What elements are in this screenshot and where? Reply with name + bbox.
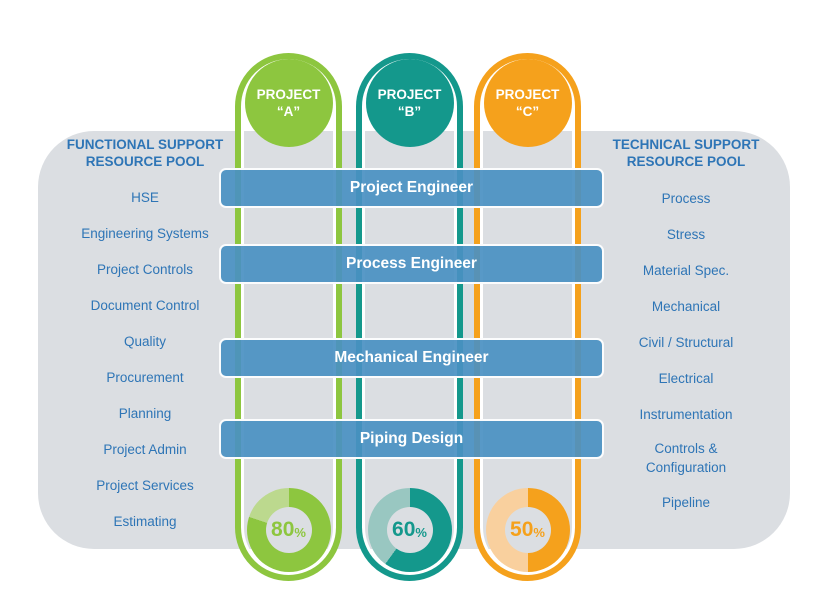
project-a-pill-outline (235, 53, 342, 581)
technical-pool-items: Process Stress Material Spec. Mechanical… (602, 187, 770, 513)
project-c-badge-line2: “C” (515, 103, 540, 119)
functional-support-pool: FUNCTIONAL SUPPORT RESOURCE POOL HSE Eng… (45, 136, 245, 533)
project-column-b: PROJECT “B” 60% (356, 53, 463, 581)
project-a-allocation-donut-chart: 80% (246, 488, 331, 572)
technical-support-pool: TECHNICAL SUPPORT RESOURCE POOL Process … (602, 136, 770, 513)
technical-item-instrumentation: Instrumentation (639, 406, 733, 422)
technical-pool-title-line2: RESOURCE POOL (626, 154, 746, 169)
functional-item-planning: Planning (118, 406, 172, 421)
project-b-percent-value: 60 (392, 518, 416, 541)
project-a-allocation-percent: 80% (247, 488, 331, 572)
project-c-allocation-donut-chart: 50% (485, 488, 570, 572)
project-a-donut-hole (265, 507, 312, 553)
project-b-donut-hole (386, 507, 433, 553)
technical-item-process: Process (661, 190, 711, 206)
functional-pool-title: FUNCTIONAL SUPPORT RESOURCE POOL (45, 136, 245, 170)
project-a-badge: PROJECT “A” (244, 59, 333, 147)
technical-item-civil-structural: Civil / Structural (638, 334, 734, 350)
functional-item-hse: HSE (131, 190, 159, 205)
functional-item-engineering-systems: Engineering Systems (81, 226, 209, 241)
project-c-percent-sign: % (533, 525, 545, 540)
functional-item-project-admin: Project Admin (103, 442, 187, 457)
project-a-percent-value: 80 (271, 518, 295, 541)
project-b-allocation-percent: 60% (368, 488, 452, 572)
project-c-badge: PROJECT “C” (483, 59, 572, 147)
role-bar-piping-design: Piping Design (219, 419, 604, 459)
role-bar-project-engineer: Project Engineer (219, 168, 604, 208)
functional-item-project-controls: Project Controls (96, 262, 194, 277)
project-b-percent-sign: % (415, 525, 427, 540)
role-bar-process-engineer: Process Engineer (219, 244, 604, 284)
project-b-badge-line2: “B” (397, 103, 422, 119)
technical-pool-title-line1: TECHNICAL SUPPORT (612, 137, 760, 152)
project-column-a: PROJECT “A” 80% (235, 53, 342, 581)
functional-item-procurement: Procurement (106, 370, 184, 385)
project-b-badge-line1: PROJECT (377, 86, 442, 102)
project-c-percent-value: 50 (510, 518, 534, 541)
project-a-percent-sign: % (294, 525, 306, 540)
functional-item-quality: Quality (123, 334, 167, 349)
technical-item-electrical: Electrical (658, 370, 714, 386)
role-bar-mechanical-engineer: Mechanical Engineer (219, 338, 604, 378)
project-a-badge-line2: “A” (276, 103, 301, 119)
functional-item-estimating: Estimating (113, 514, 177, 529)
project-c-badge-line1: PROJECT (495, 86, 560, 102)
technical-item-controls-configuration: Controls & Configuration (645, 441, 727, 475)
functional-item-document-control: Document Control (90, 298, 200, 313)
project-b-pill-outline (356, 53, 463, 581)
project-c-pill-outline (474, 53, 581, 581)
project-c-donut-hole (504, 507, 551, 553)
functional-item-project-services: Project Services (96, 478, 194, 493)
technical-pool-title: TECHNICAL SUPPORT RESOURCE POOL (602, 136, 770, 170)
technical-item-mechanical: Mechanical (651, 298, 721, 314)
project-b-badge: PROJECT “B” (365, 59, 454, 147)
technical-item-pipeline: Pipeline (661, 494, 711, 510)
functional-pool-items: HSE Engineering Systems Project Controls… (45, 187, 245, 533)
technical-item-material-spec: Material Spec. (642, 262, 730, 278)
technical-item-stress: Stress (666, 226, 706, 242)
project-b-allocation-donut-chart: 60% (367, 488, 452, 572)
project-c-allocation-percent: 50% (486, 488, 570, 572)
project-a-badge-line1: PROJECT (256, 86, 321, 102)
project-column-c: PROJECT “C” 50% (474, 53, 581, 581)
functional-pool-title-line1: FUNCTIONAL SUPPORT (66, 137, 224, 152)
functional-pool-title-line2: RESOURCE POOL (85, 154, 205, 169)
